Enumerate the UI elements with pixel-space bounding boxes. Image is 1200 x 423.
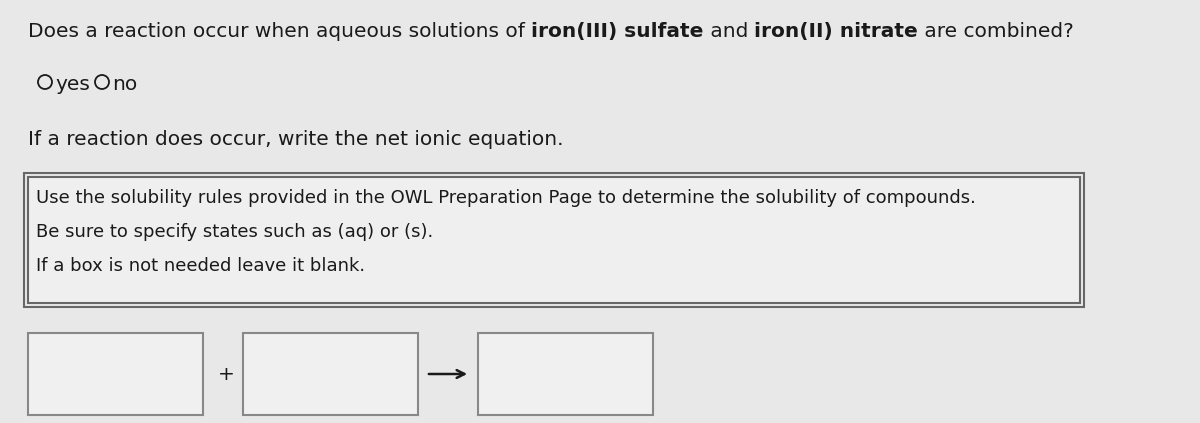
Bar xyxy=(24,173,1084,307)
Bar xyxy=(28,177,1080,303)
Text: and: and xyxy=(703,22,755,41)
Text: are combined?: are combined? xyxy=(918,22,1074,41)
Text: If a reaction does occur, write the net ionic equation.: If a reaction does occur, write the net … xyxy=(28,130,564,149)
Text: Use the solubility rules provided in the OWL Preparation Page to determine the s: Use the solubility rules provided in the… xyxy=(36,189,976,207)
Bar xyxy=(478,333,653,415)
Text: no: no xyxy=(112,75,137,94)
Text: iron(II) nitrate: iron(II) nitrate xyxy=(755,22,918,41)
Text: Does a reaction occur when aqueous solutions of: Does a reaction occur when aqueous solut… xyxy=(28,22,532,41)
Text: Be sure to specify states such as (aq) or (s).: Be sure to specify states such as (aq) o… xyxy=(36,223,433,241)
Bar xyxy=(242,333,418,415)
Text: If a box is not needed leave it blank.: If a box is not needed leave it blank. xyxy=(36,257,365,275)
Text: +: + xyxy=(218,365,235,384)
Text: yes: yes xyxy=(55,75,90,94)
Text: iron(III) sulfate: iron(III) sulfate xyxy=(532,22,703,41)
Bar xyxy=(28,333,203,415)
